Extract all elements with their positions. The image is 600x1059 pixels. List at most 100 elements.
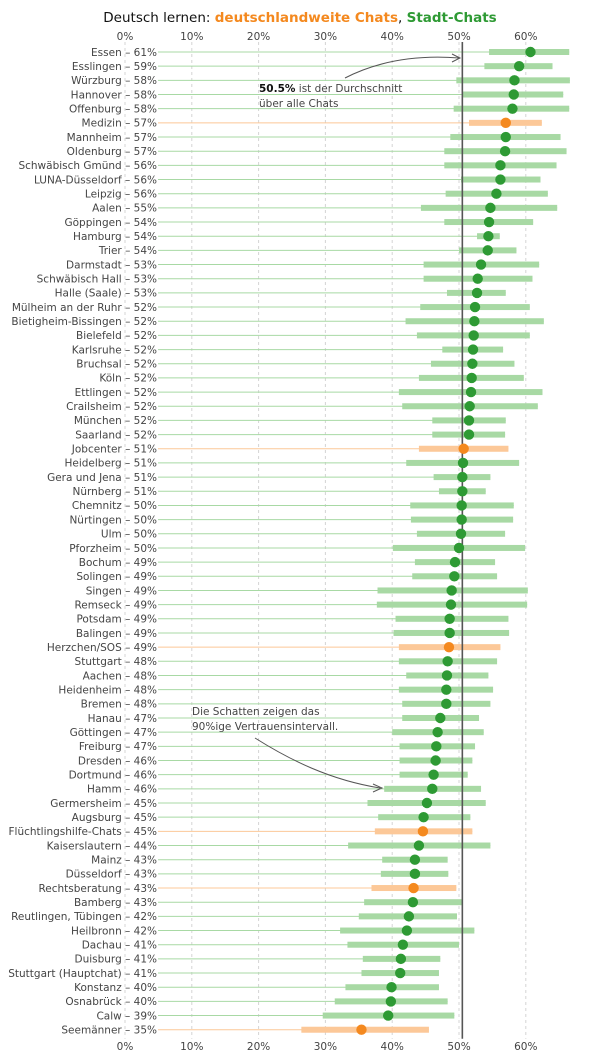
row-label: Herzchen/SOS – 49% bbox=[47, 642, 157, 654]
row-label: Aachen – 48% bbox=[83, 670, 157, 682]
point-estimate-dot bbox=[421, 797, 433, 809]
confidence-intervals bbox=[301, 49, 570, 1033]
row-label: Flüchtlingshilfe-Chats – 45% bbox=[9, 826, 158, 838]
point-estimate-dot bbox=[463, 429, 475, 440]
point-estimate-dot bbox=[386, 982, 397, 993]
row-label: Kaiserslautern – 44% bbox=[47, 840, 157, 852]
title-series-national: deutschlandweite Chats bbox=[215, 10, 398, 26]
point-estimate-dot bbox=[449, 571, 460, 582]
x-tick-label: 0% bbox=[117, 1041, 134, 1053]
point-estimate-dot bbox=[449, 556, 461, 568]
x-axis-ticks-bottom: 0% 10% 20% 30% 40% 50% 60% bbox=[117, 1041, 538, 1053]
point-estimate-dot bbox=[382, 1010, 394, 1021]
row-label: Saarland – 52% bbox=[75, 429, 157, 441]
row-label: Offenburg – 58% bbox=[69, 103, 157, 115]
row-label: Ulm – 50% bbox=[101, 529, 157, 541]
x-tick-label: 30% bbox=[314, 31, 337, 43]
annotation-interval-arrow bbox=[254, 737, 381, 789]
annotation-interval-line1: Die Schatten zeigen das bbox=[192, 706, 320, 718]
x-tick-label: 50% bbox=[447, 1041, 470, 1053]
point-estimate-dot bbox=[483, 231, 494, 242]
point-estimate-dot bbox=[464, 401, 475, 412]
row-label: Hamm – 46% bbox=[87, 784, 157, 796]
row-label: Schwäbisch Hall – 53% bbox=[37, 274, 157, 286]
point-estimate-dot bbox=[465, 386, 477, 398]
point-estimate-dot bbox=[432, 726, 443, 738]
row-label: Schwäbisch Gmünd – 56% bbox=[18, 160, 157, 172]
point-estimate-dot bbox=[500, 131, 511, 143]
point-estimate-dot bbox=[435, 712, 446, 724]
point-estimate-dot bbox=[458, 443, 469, 454]
point-estimate-dot bbox=[441, 670, 453, 681]
row-label: LUNA-Düsseldorf – 56% bbox=[34, 174, 157, 186]
point-estimate-dot bbox=[418, 811, 429, 823]
x-tick-label: 40% bbox=[381, 31, 404, 43]
point-estimate-dot bbox=[495, 160, 506, 171]
point-estimate-dot bbox=[482, 245, 493, 256]
point-estimate-dot bbox=[443, 641, 455, 653]
row-label: Heidelberg – 51% bbox=[64, 458, 157, 470]
point-estimate-dot bbox=[395, 953, 407, 965]
point-estimate-dot bbox=[430, 755, 441, 766]
row-label: Singen – 49% bbox=[86, 585, 157, 597]
row-label: Würzburg – 58% bbox=[71, 75, 157, 87]
point-estimate-dot bbox=[446, 585, 457, 596]
point-estimate-dot bbox=[491, 188, 502, 199]
point-estimate-dot bbox=[471, 287, 483, 299]
row-label: Mainz – 43% bbox=[91, 854, 157, 866]
row-label: Balingen – 49% bbox=[76, 628, 157, 640]
row-label: Bamberg – 43% bbox=[74, 897, 157, 909]
row-label: Trier – 54% bbox=[98, 245, 157, 257]
row-label: Heidenheim – 48% bbox=[58, 684, 157, 696]
point-estimate-dot bbox=[509, 75, 520, 86]
row-label: Reutlingen, Tübingen – 42% bbox=[11, 911, 157, 923]
point-estimate-dot bbox=[466, 372, 477, 384]
point-estimate-dot bbox=[444, 627, 455, 639]
point-estimate-dot bbox=[500, 117, 511, 129]
annotation-average-line1: 50.5% ist der Durchschnitt bbox=[259, 83, 402, 95]
row-label: Germersheim – 45% bbox=[50, 798, 157, 810]
row-label: Augsburg – 45% bbox=[72, 812, 157, 824]
point-estimate-dot bbox=[456, 500, 467, 511]
row-label: München – 52% bbox=[74, 415, 157, 427]
point-estimate-dot bbox=[356, 1024, 367, 1035]
row-label: Duisburg – 41% bbox=[74, 954, 157, 966]
row-label: Seemänner – 35% bbox=[61, 1025, 157, 1037]
point-estimate-dot bbox=[467, 358, 478, 369]
row-label: Mannheim – 57% bbox=[67, 132, 157, 144]
row-label: Osnabrück – 40% bbox=[65, 996, 157, 1008]
point-estimate-dot bbox=[407, 897, 419, 908]
x-tick-label: 20% bbox=[247, 31, 270, 43]
row-label: Aalen – 55% bbox=[92, 203, 157, 215]
x-axis-ticks-top: 0% 10% 20% 30% 40% 50% 60% bbox=[117, 31, 538, 43]
row-label: Pforzheim – 50% bbox=[69, 543, 157, 555]
row-label: Crailsheim – 52% bbox=[66, 401, 157, 413]
row-label: Dortmund – 46% bbox=[69, 769, 157, 781]
point-estimate-dot bbox=[445, 599, 457, 610]
point-estimate-dot bbox=[427, 783, 438, 795]
row-label: Gera und Jena – 51% bbox=[47, 472, 157, 484]
annotation-interval: Die Schatten zeigen das 90%ige Vertrauen… bbox=[192, 706, 384, 793]
row-label: Heilbronn – 42% bbox=[71, 925, 157, 937]
point-estimate-dot bbox=[525, 46, 536, 58]
point-estimate-dot bbox=[508, 89, 519, 100]
row-label: Bremen – 48% bbox=[81, 699, 157, 711]
row-label: Solingen – 49% bbox=[76, 571, 157, 583]
row-label: Freiburg – 47% bbox=[79, 741, 157, 753]
row-label: Bielefeld – 52% bbox=[76, 330, 157, 342]
row-label: Hannover – 58% bbox=[71, 89, 157, 101]
title-series-city: Stadt-Chats bbox=[407, 10, 497, 26]
x-tick-label: 60% bbox=[514, 31, 537, 43]
point-estimate-dot bbox=[485, 202, 496, 214]
point-estimate-dot bbox=[409, 868, 421, 880]
row-label: Hamburg – 54% bbox=[73, 231, 157, 243]
point-estimate-dot bbox=[513, 60, 525, 72]
point-estimate-dot bbox=[441, 684, 452, 695]
row-label: Bochum – 49% bbox=[79, 557, 157, 569]
point-estimate-dot bbox=[455, 528, 467, 539]
point-estimate-dot bbox=[507, 103, 518, 114]
point-estimate-dot bbox=[397, 939, 409, 950]
point-estimate-dot bbox=[457, 471, 468, 483]
point-estimate-dot bbox=[408, 882, 419, 894]
row-label: Chemnitz – 50% bbox=[72, 500, 157, 512]
